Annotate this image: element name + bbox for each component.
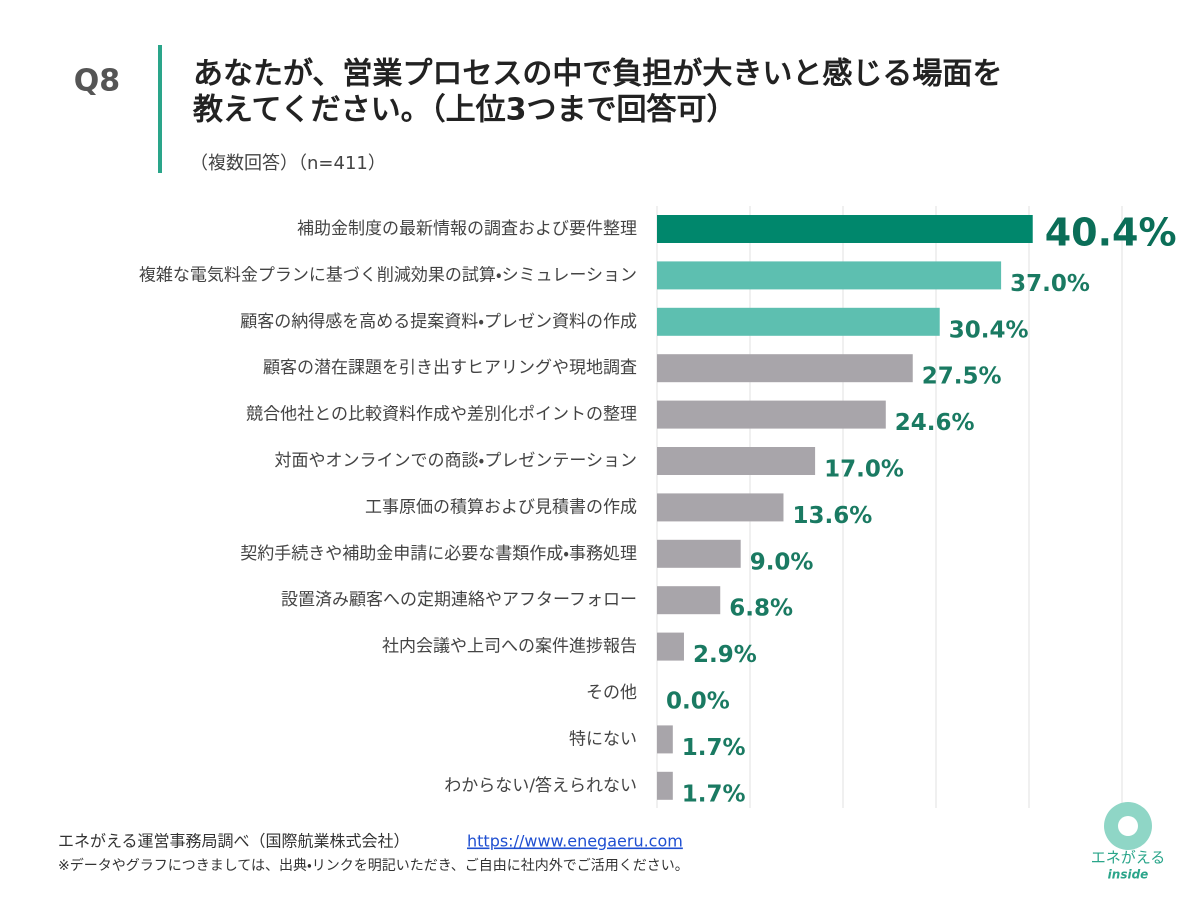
bar: [657, 539, 741, 568]
logo-tagline: inside: [1108, 868, 1149, 882]
category-label: 顧客の潜在課題を引き出すヒアリングや現地調査: [263, 358, 637, 378]
value-label: 17.0%: [824, 457, 904, 483]
bar: [657, 493, 784, 522]
category-label: 顧客の納得感を高める提案資料・プレゼン資料の作成: [240, 312, 637, 332]
source: エネがえる運営事務局調べ（国際航業株式会社）: [58, 832, 410, 851]
bar: [657, 354, 913, 383]
category-label: 特にない: [569, 729, 637, 749]
category-label: わからない/答えられない: [444, 775, 637, 796]
source-link[interactable]: https://www.enegaeru.com: [467, 832, 683, 851]
category-label: 補助金制度の最新情報の調査および要件整理: [297, 219, 637, 239]
bar: [657, 400, 886, 429]
category-label: 対面やオンラインでの商談・プレゼンテーション: [275, 451, 637, 471]
value-label: 30.4%: [949, 317, 1029, 343]
bar: [657, 771, 673, 800]
logo-name: エネがえる: [1091, 849, 1166, 867]
category-label: 競合他社との比較資料作成や差別化ポイントの整理: [246, 405, 637, 425]
value-label: 13.6%: [792, 503, 872, 529]
bar: [657, 307, 940, 336]
category-label: 設置済み顧客への定期連絡やアフターフォロー: [281, 590, 637, 610]
category-label: 複雑な電気料金プランに基づく削減効果の試算・シミュレーション: [139, 265, 637, 285]
category-label: 契約手続きや補助金申請に必要な書類作成・事務処理: [240, 544, 637, 564]
value-label: 0.0%: [666, 689, 730, 715]
category-label: 工事原価の積算および見積書の作成: [365, 497, 637, 517]
note: ※データやグラフにつきましては、出典・リンクを明記いただき、ご自由に社内外でご活…: [58, 857, 689, 874]
value-label: 40.4%: [1045, 211, 1177, 255]
value-label: 2.9%: [693, 642, 757, 668]
logo: エネがえる inside: [1091, 802, 1166, 882]
bar: [657, 261, 1002, 290]
category-label: その他: [586, 683, 637, 703]
question-label: Q8: [74, 64, 120, 99]
bar: [657, 725, 673, 754]
value-label: 9.0%: [750, 549, 814, 575]
accent-bar: [158, 45, 162, 173]
bars: 補助金制度の最新情報の調査および要件整理 40.4% 複雑な電気料金プランに基づく削…: [139, 211, 1177, 808]
bar: [657, 215, 1033, 243]
chart-subtitle: （複数回答）（n=411）: [190, 153, 386, 174]
value-label: 27.5%: [922, 364, 1002, 390]
grid: [656, 206, 1123, 808]
bar: [657, 632, 684, 661]
value-label: 6.8%: [729, 596, 793, 622]
bar: [657, 447, 816, 475]
bar: [657, 586, 721, 615]
chart-title: あなたが、営業プロセスの中で負担が大きいと感じる場面を: [193, 57, 1002, 92]
value-label: 1.7%: [682, 735, 746, 761]
logo-icon: [1118, 816, 1138, 836]
value-label: 1.7%: [682, 781, 746, 807]
value-label: 37.0%: [1010, 271, 1090, 297]
category-label: 社内会議や上司への案件進捗報告: [382, 637, 637, 657]
value-label: 24.6%: [895, 410, 975, 436]
chart-title: 教えてください。（上位3つまで回答可）: [192, 93, 736, 128]
